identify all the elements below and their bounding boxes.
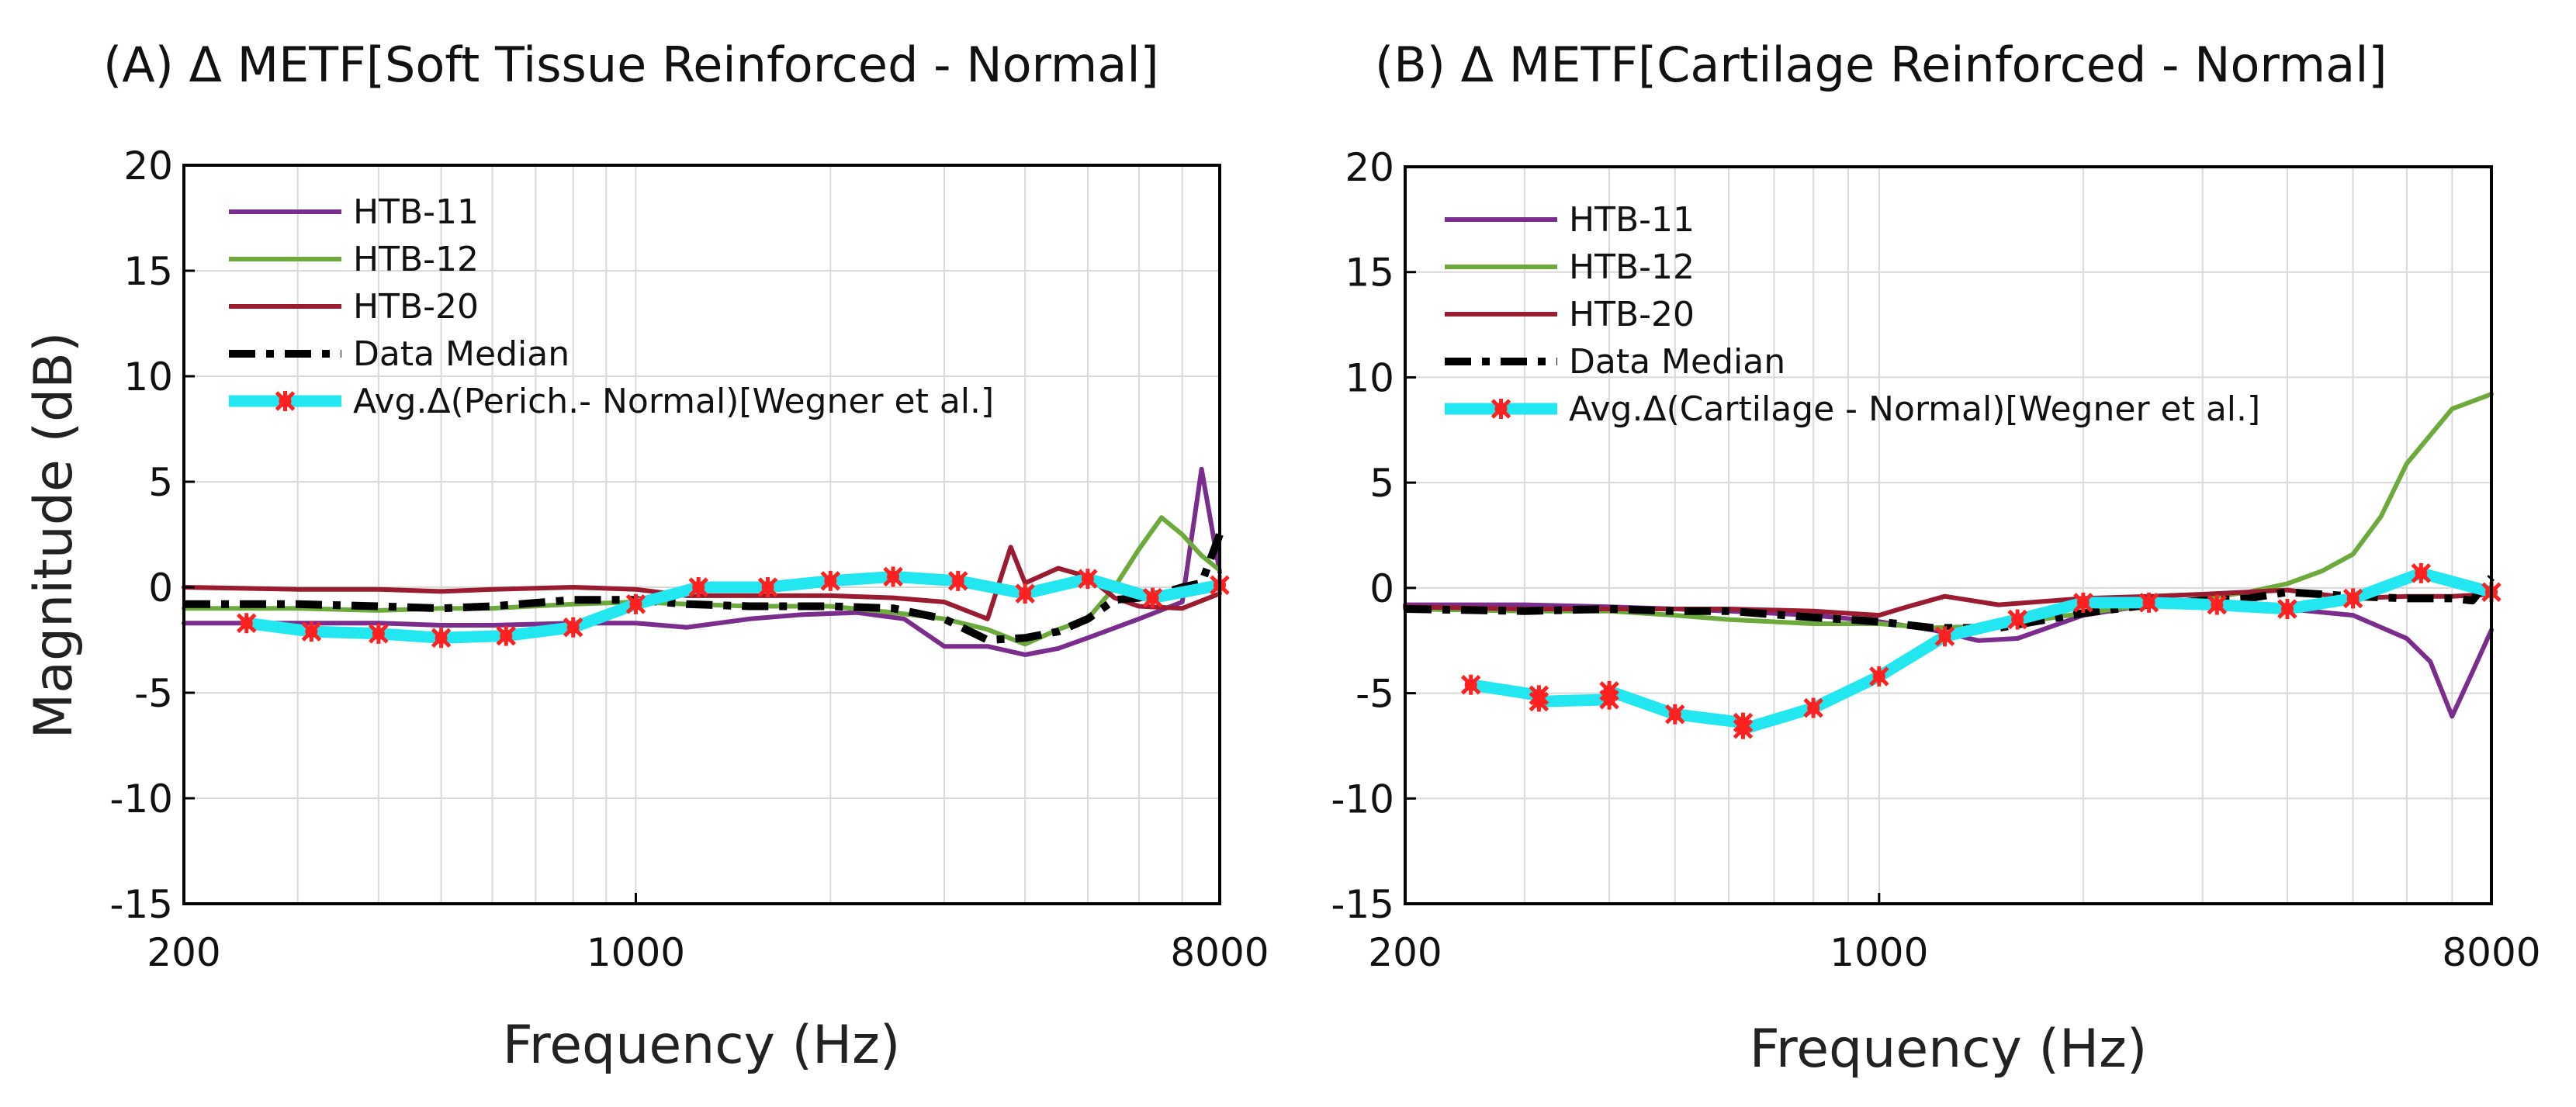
data-point-marker [431, 628, 452, 649]
data-point-marker [2342, 588, 2363, 609]
panel-b-legend: HTB-11 HTB-12 HTB-20 Data Median Avg.Δ(Carti… [1445, 200, 2260, 429]
panel-b-title: (B) Δ METF[Cartilage Reinforced - Normal… [1375, 36, 2387, 93]
y-tick-label: 15 [1345, 251, 1394, 296]
y-tick-label: 20 [123, 144, 173, 189]
x-tick-label: 1000 [587, 930, 685, 975]
x-tick-label: 200 [147, 930, 220, 975]
panel-a-ylabel: Magnitude (dB) [23, 332, 85, 739]
legend-label: HTB-20 [353, 287, 479, 327]
x-tick-label: 200 [1368, 930, 1442, 975]
legend-label: HTB-12 [353, 240, 479, 279]
y-tick-label: 5 [1369, 461, 1394, 506]
panel-a-ticks: -15 -10 -5 0 5 10 15 20 200 1000 8000 [109, 144, 1269, 975]
data-point-marker [625, 593, 646, 614]
series-line-data-median [1404, 575, 2495, 632]
legend-label: Avg.Δ(Perich.- Normal)[Wegner et al.] [353, 382, 994, 421]
panel-b-series [1403, 392, 2502, 739]
legend-item: HTB-20 [1445, 295, 1695, 334]
legend-item: HTB-12 [1445, 247, 1695, 287]
data-point-marker [301, 621, 322, 642]
y-tick-label: -10 [109, 777, 173, 822]
legend-item: HTB-12 [229, 240, 479, 279]
data-point-marker [2138, 592, 2159, 613]
legend-label: HTB-11 [1569, 200, 1695, 240]
legend-marker [275, 391, 296, 411]
series-line-avg-cartilage-normal-wegner-et-al- [1465, 567, 2498, 735]
y-tick-label: 5 [148, 460, 173, 505]
y-tick-label: 10 [123, 355, 173, 400]
data-point-marker [2007, 609, 2027, 630]
series-line-avg-perich-normal-wegner-et-al- [241, 570, 1226, 644]
data-point-marker [1078, 569, 1098, 590]
series-line-htb-20 [182, 545, 1222, 621]
data-point-marker [1934, 626, 1955, 647]
legend-item: HTB-20 [229, 287, 479, 327]
data-point-marker [883, 566, 903, 587]
panel-a-plot-frame [182, 164, 1221, 905]
series-line-data-median [184, 533, 1224, 644]
data-point-marker [1460, 674, 1481, 695]
panel-a-title: (A) Δ METF[Soft Tissue Reinforced - Norm… [103, 36, 1159, 93]
data-point-marker [1733, 718, 1754, 739]
legend-item: Avg.Δ(Perich.- Normal)[Wegner et al.] [229, 382, 994, 421]
y-tick-label: 20 [1345, 145, 1394, 190]
data-point-marker [2207, 594, 2228, 615]
data-point-marker [1664, 704, 1685, 725]
x-tick-label: 8000 [1170, 930, 1269, 975]
data-point-marker [688, 577, 708, 597]
y-tick-label: -5 [134, 671, 173, 716]
y-tick-label: -5 [1356, 672, 1394, 717]
y-tick-label: 0 [148, 566, 173, 611]
panel-a-legend: HTB-11 HTB-12 HTB-20 Data Median Avg.Δ(Peric… [229, 192, 994, 421]
legend-marker [1491, 399, 1511, 419]
legend-item: Data Median [1445, 342, 1785, 382]
panel-b-xlabel: Frequency (Hz) [1750, 1019, 2148, 1080]
legend-label: HTB-11 [353, 192, 479, 232]
legend-label: HTB-20 [1569, 295, 1695, 334]
y-tick-label: 15 [123, 249, 173, 294]
data-point-marker [820, 570, 841, 591]
y-tick-label: -10 [1331, 777, 1394, 822]
y-tick-label: 0 [1369, 566, 1394, 611]
data-point-marker [563, 617, 583, 638]
data-point-marker [1869, 666, 1889, 687]
panel-b-ticks: -15 -10 -5 0 5 10 15 20 200 1000 8000 [1331, 145, 2540, 975]
y-tick-label: -15 [1331, 882, 1394, 927]
data-point-marker [2411, 562, 2432, 583]
y-tick-label: 10 [1345, 355, 1394, 400]
legend-label: Avg.Δ(Cartilage - Normal)[Wegner et al.] [1569, 389, 2260, 429]
panel-b-plot-frame [1404, 165, 2493, 905]
legend-item: Data Median [229, 334, 570, 374]
data-point-marker [757, 577, 778, 597]
data-point-marker [947, 570, 968, 591]
data-point-marker [1015, 583, 1035, 604]
data-point-marker [496, 625, 517, 646]
panel-b: (B) Δ METF[Cartilage Reinforced - Normal… [1331, 36, 2540, 1080]
data-point-marker [369, 623, 389, 644]
data-point-marker [2073, 592, 2093, 613]
legend-item: Avg.Δ(Cartilage - Normal)[Wegner et al.] [1445, 389, 2260, 429]
data-point-marker [236, 613, 257, 634]
panel-a-grid [183, 164, 1220, 905]
legend-label: Data Median [1569, 342, 1785, 382]
legend-label: Data Median [353, 334, 570, 374]
series-line-htb-12 [1403, 392, 2494, 631]
panel-a: (A) Δ METF[Soft Tissue Reinforced - Norm… [23, 36, 1269, 1076]
x-tick-label: 1000 [1830, 930, 1928, 975]
data-point-marker [1529, 691, 1549, 712]
legend-item: HTB-11 [229, 192, 479, 232]
series-line-htb-11 [182, 466, 1222, 657]
legend-item: HTB-11 [1445, 200, 1695, 240]
data-point-marker [1803, 697, 1823, 718]
panel-b-grid [1404, 166, 2492, 905]
data-point-marker [1599, 680, 1619, 701]
panel-a-series [182, 466, 1230, 657]
legend-label: HTB-12 [1569, 247, 1695, 287]
x-tick-label: 8000 [2442, 930, 2540, 975]
panel-a-xlabel: Frequency (Hz) [503, 1015, 901, 1076]
data-point-marker [1142, 587, 1163, 608]
data-point-marker [2277, 599, 2297, 619]
y-tick-label: -15 [109, 882, 173, 927]
